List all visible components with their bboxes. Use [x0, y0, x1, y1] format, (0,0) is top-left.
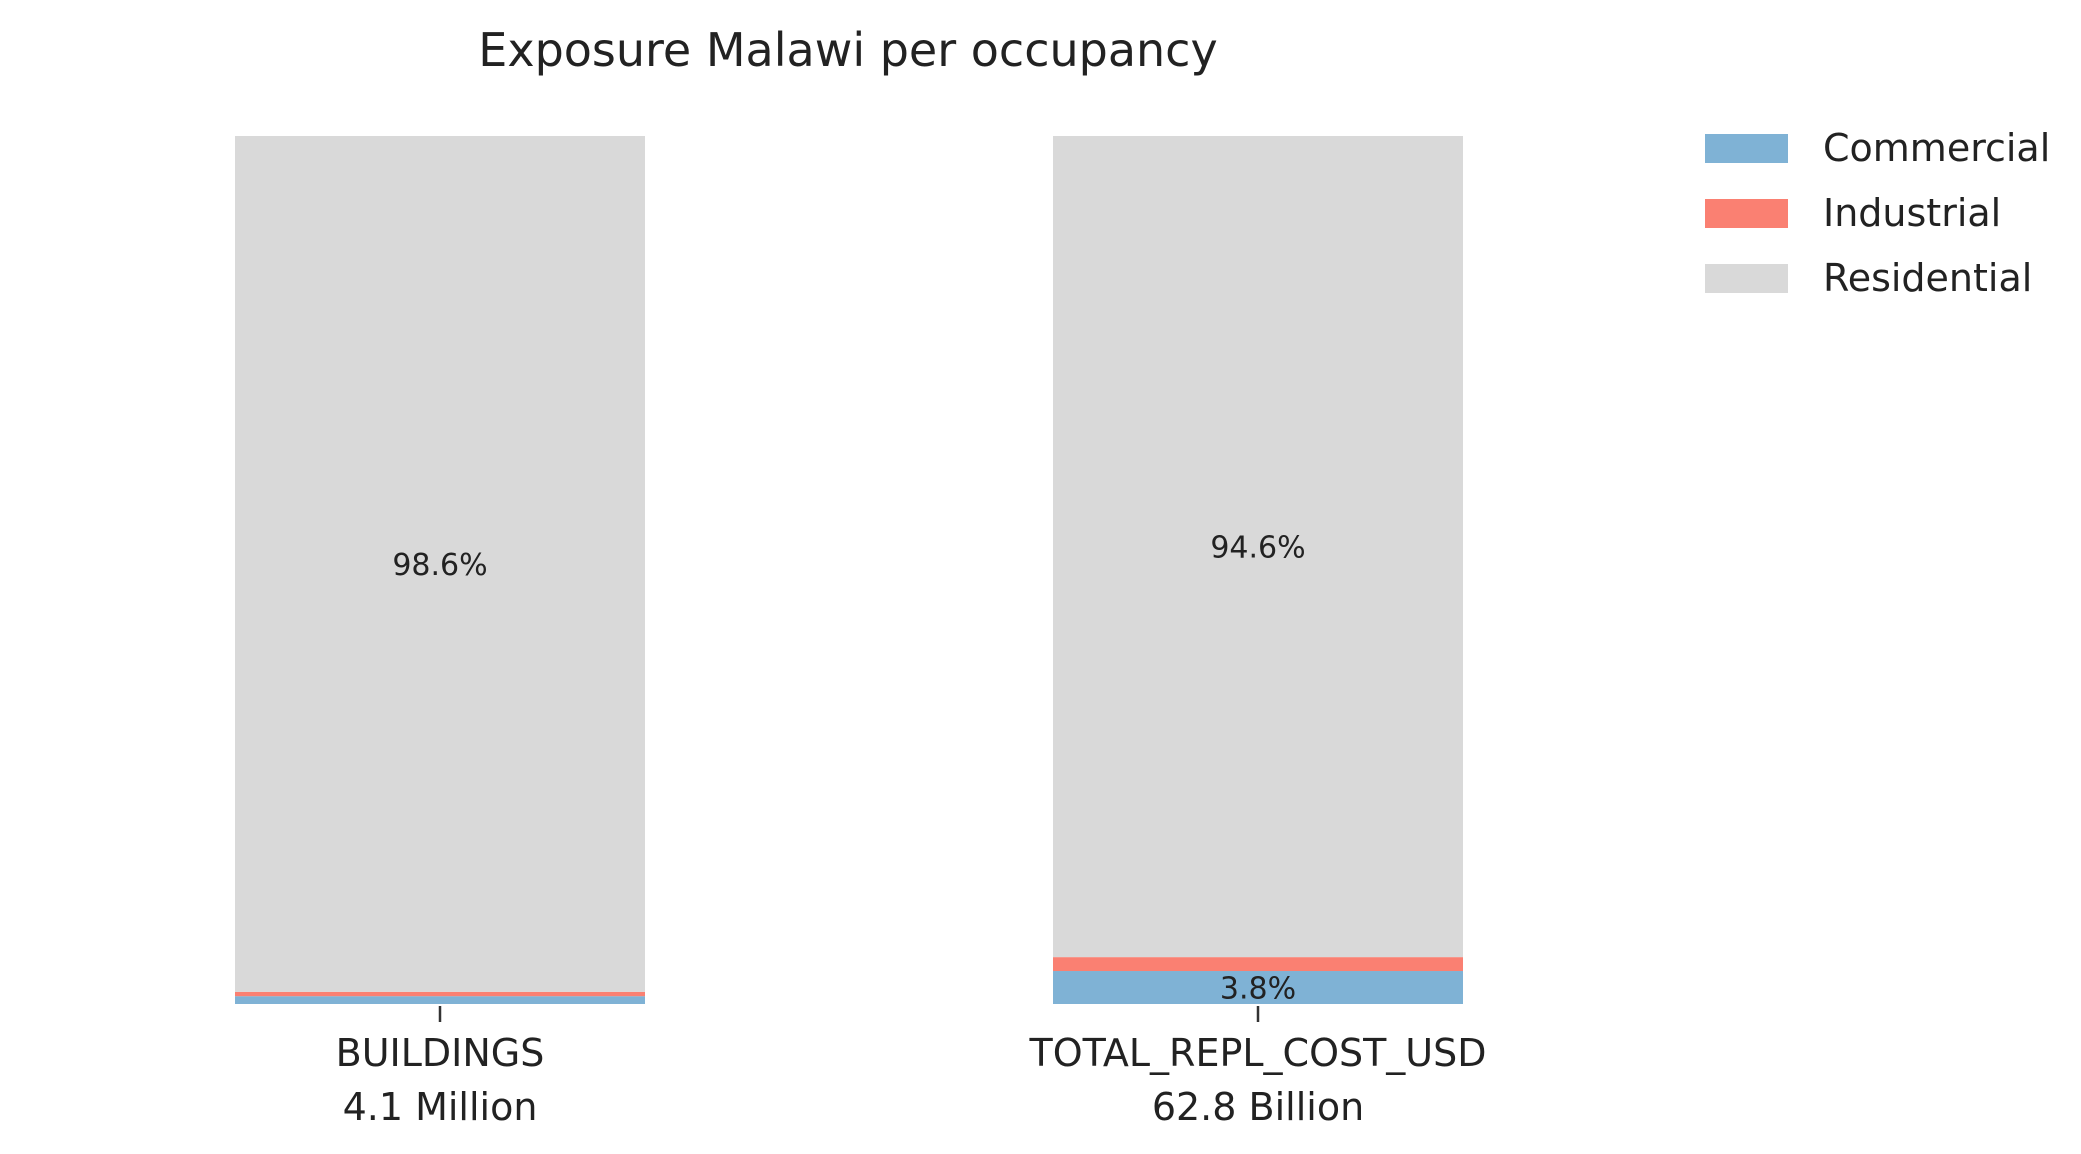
data-label-0: 98.6%: [392, 548, 487, 583]
legend-swatch-residential: [1705, 264, 1788, 293]
bars-layer: [235, 136, 1463, 1004]
x-tick-label-1: TOTAL_REPL_COST_USD: [1028, 1031, 1486, 1075]
bar-segment-residential-1: [1053, 136, 1463, 958]
legend-label-residential: Residential: [1823, 256, 2032, 300]
data-label-1: 94.6%: [1210, 531, 1305, 566]
bar-segment-industrial-0: [235, 991, 645, 997]
x-tick-label-0: BUILDINGS: [336, 1031, 545, 1075]
category-total-1: 62.8 Billion: [1152, 1085, 1364, 1129]
legend: Commercial Industrial Residential: [1705, 126, 2050, 300]
bar-segment-industrial-1: [1053, 957, 1463, 972]
category-total-0: 4.1 Million: [343, 1085, 538, 1129]
legend-label-industrial: Industrial: [1823, 191, 2001, 235]
x-axis: BUILDINGS 4.1 Million TOTAL_REPL_COST_USD 6…: [336, 1006, 1487, 1129]
legend-swatch-commercial: [1705, 134, 1788, 163]
legend-swatch-industrial: [1705, 199, 1788, 228]
chart-title: Exposure Malawi per occupancy: [478, 23, 1217, 77]
data-label-2: 3.8%: [1220, 972, 1296, 1007]
labels-layer: 98.6% 94.6% 3.8%: [392, 531, 1305, 1007]
bar-segment-commercial-0: [235, 996, 645, 1004]
legend-label-commercial: Commercial: [1823, 126, 2050, 170]
bar-segment-commercial-1: [1053, 971, 1463, 1004]
bar-segment-residential-0: [235, 136, 645, 992]
